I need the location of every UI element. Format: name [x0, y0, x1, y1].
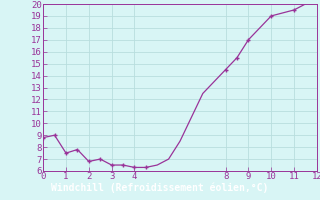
Text: Windchill (Refroidissement éolien,°C): Windchill (Refroidissement éolien,°C) [51, 182, 269, 193]
